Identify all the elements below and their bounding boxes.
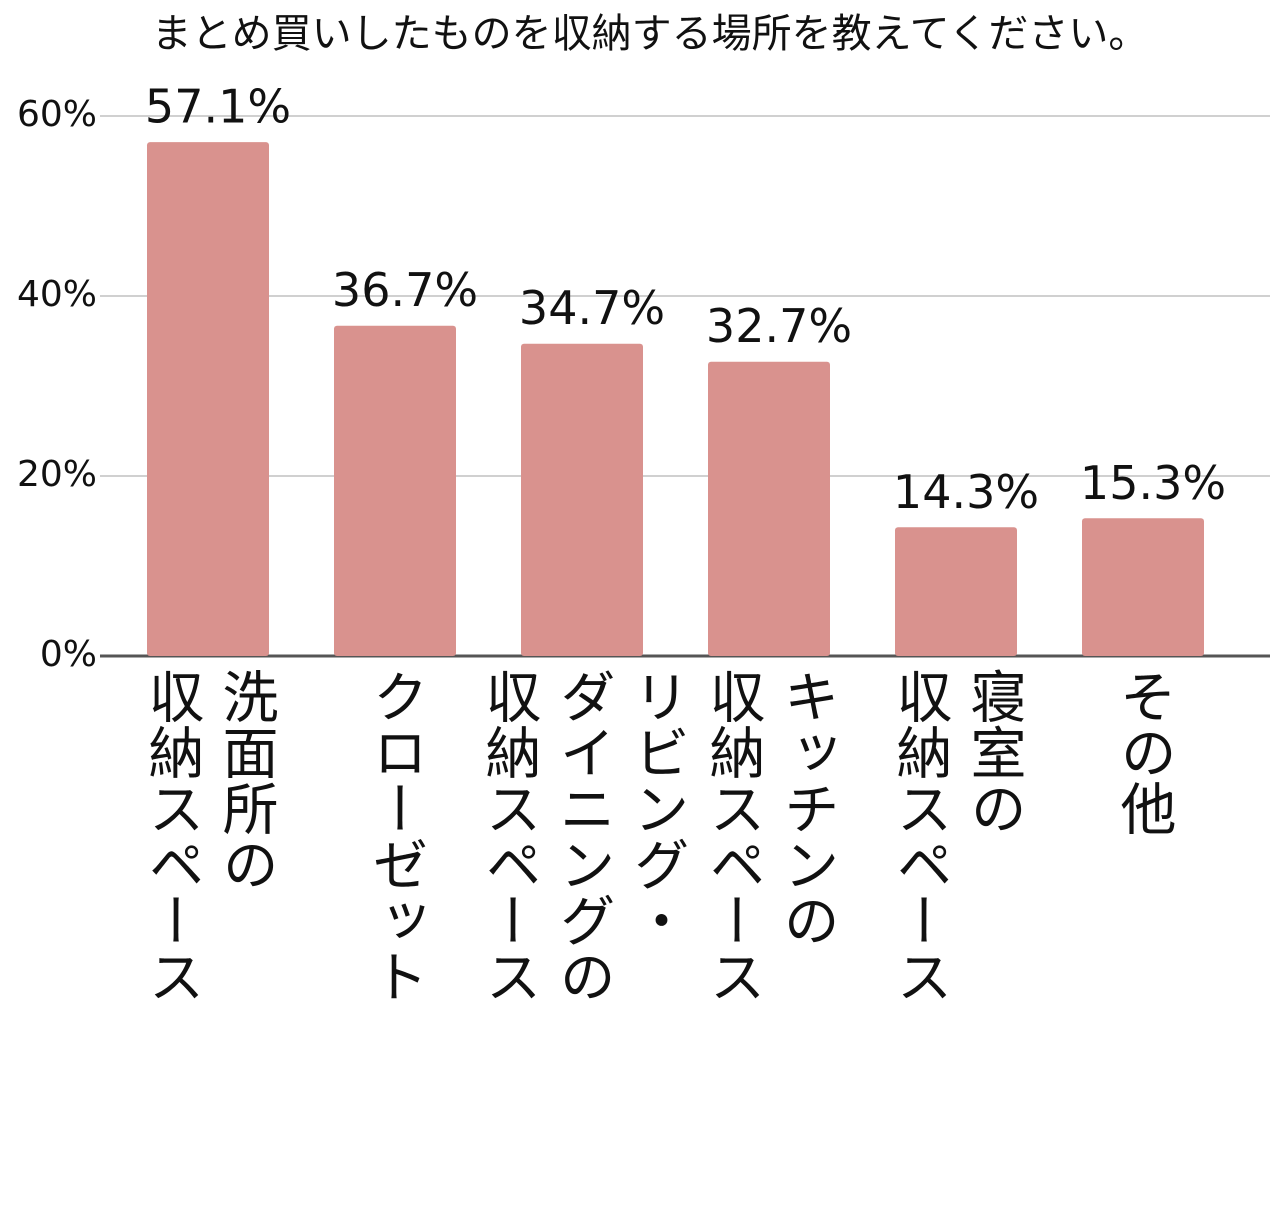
x-tick-label: 洗面所の 収納スペース	[139, 668, 278, 1004]
bar	[1082, 518, 1204, 656]
value-label: 36.7%	[332, 263, 478, 317]
bar	[334, 325, 456, 656]
bar	[521, 343, 643, 656]
value-label: 15.3%	[1080, 456, 1226, 510]
y-tick-label: 20%	[17, 454, 97, 495]
x-tick-label: リビング・ ダイニングの 収納スペース	[476, 668, 689, 1004]
chart-title: まとめ買いしたものを収納する場所を教えてください。	[152, 11, 1149, 57]
bar	[895, 527, 1017, 656]
bar	[147, 142, 269, 657]
y-tick-label: 40%	[17, 274, 97, 315]
x-tick-label: その他	[1111, 668, 1176, 836]
value-label: 57.1%	[145, 80, 291, 134]
x-tick-label: 寝室の 収納スペース	[887, 668, 1026, 1004]
x-tick-label: クローゼット	[363, 668, 428, 1004]
y-tick-label: 60%	[17, 94, 97, 135]
value-label: 34.7%	[519, 281, 665, 335]
x-tick-label: キッチンの 収納スペース	[700, 668, 839, 1004]
value-label: 14.3%	[893, 465, 1039, 519]
bar	[708, 361, 830, 656]
y-tick-label: 0%	[40, 634, 97, 675]
value-label: 32.7%	[706, 299, 852, 353]
